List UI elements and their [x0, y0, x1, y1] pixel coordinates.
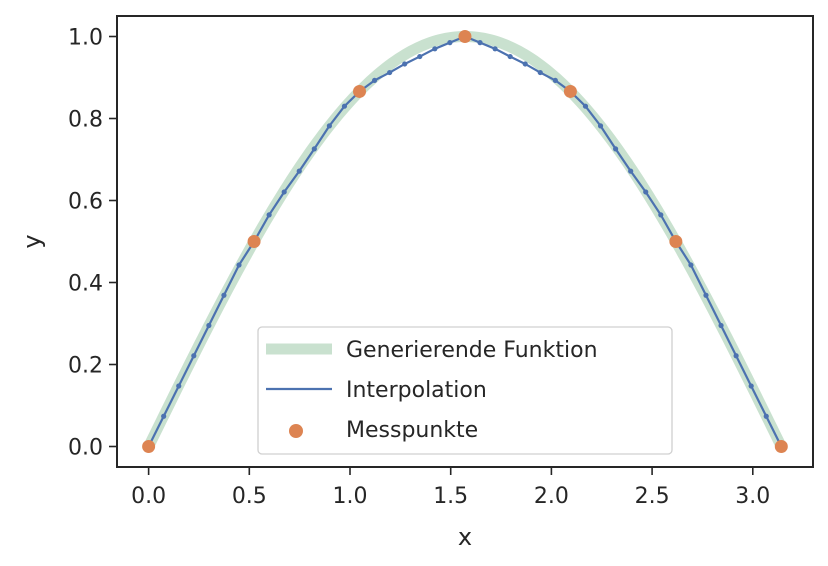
legend-label: Interpolation — [346, 378, 487, 403]
interpolation-marker — [402, 61, 408, 67]
interpolation-marker — [326, 123, 332, 129]
interpolation-marker — [597, 123, 604, 129]
interpolation-marker — [703, 292, 709, 298]
interpolation-marker — [688, 262, 694, 268]
measurement-point — [669, 235, 683, 248]
axes-frame — [116, 15, 814, 468]
x-tick-label: 1.5 — [433, 484, 468, 509]
interpolation-marker — [763, 413, 769, 419]
y-tick-label: 0.0 — [68, 436, 103, 461]
interpolation-marker — [221, 292, 227, 298]
measurement-point — [142, 440, 156, 453]
legend: Generierende Funktion Interpolation Messpu… — [257, 326, 673, 455]
y-tick-label: 1.0 — [68, 26, 103, 51]
measurement-point — [247, 235, 261, 248]
interpolation-marker — [432, 46, 438, 52]
measurement-point — [774, 440, 788, 453]
interpolation-marker — [718, 322, 724, 329]
x-tick-label: 0.0 — [131, 484, 166, 509]
interpolation-marker — [387, 69, 393, 76]
y-axis-label: y — [18, 234, 46, 248]
interpolation-marker — [733, 353, 739, 359]
interpolation-marker — [507, 53, 513, 60]
measurement-point — [353, 84, 367, 98]
interpolation-marker — [417, 53, 423, 60]
interpolation-marker — [311, 146, 317, 152]
x-tick-label: 2.5 — [635, 484, 670, 509]
interpolation-marker — [191, 353, 197, 359]
measurement-point — [458, 30, 472, 43]
x-tick-label: 0.5 — [232, 484, 267, 509]
legend-swatch-measurement-points — [289, 424, 303, 438]
interpolation-marker — [266, 212, 272, 218]
interpolation-marker — [477, 40, 483, 46]
interpolation-marker — [643, 189, 649, 195]
measurement-point — [563, 84, 577, 98]
interpolation-marker — [522, 61, 528, 67]
interpolation-marker — [628, 168, 634, 174]
y-tick-label: 0.8 — [68, 108, 103, 133]
interpolation-marker — [658, 212, 664, 218]
interpolation-marker — [492, 46, 498, 52]
interpolation-marker — [447, 40, 453, 46]
y-tick-label: 0.6 — [68, 190, 103, 215]
interpolation-marker — [537, 69, 543, 76]
interpolation-marker — [371, 77, 378, 84]
interpolation-marker — [552, 77, 558, 84]
x-tick-label: 3.0 — [735, 484, 770, 509]
x-tick-label: 1.0 — [333, 484, 368, 509]
series-layer — [142, 30, 788, 453]
legend-box — [257, 326, 673, 455]
legend-label: Messpunkte — [346, 418, 478, 443]
interpolation-marker — [582, 103, 589, 109]
interpolation-marker — [161, 413, 167, 419]
interpolation-marker — [612, 146, 619, 152]
plot-area — [116, 15, 814, 468]
x-axis-label: x — [458, 523, 472, 551]
legend-label: Generierende Funktion — [346, 338, 598, 363]
x-axis: 0.0 0.5 1.0 1.5 2.0 2.5 3.0 — [131, 467, 770, 509]
interpolation-marker — [236, 262, 242, 268]
interpolation-marker — [341, 103, 348, 109]
y-axis: 0.0 0.2 0.4 0.6 0.8 1.0 — [68, 26, 117, 461]
y-tick-label: 0.4 — [68, 272, 103, 297]
interpolation-marker — [176, 383, 182, 389]
x-tick-label: 2.0 — [534, 484, 569, 509]
y-tick-label: 0.2 — [68, 354, 103, 379]
interpolation-marker — [206, 322, 212, 329]
interpolation-marker — [281, 189, 287, 195]
interpolation-marker — [296, 168, 302, 174]
interpolation-marker — [748, 383, 754, 389]
